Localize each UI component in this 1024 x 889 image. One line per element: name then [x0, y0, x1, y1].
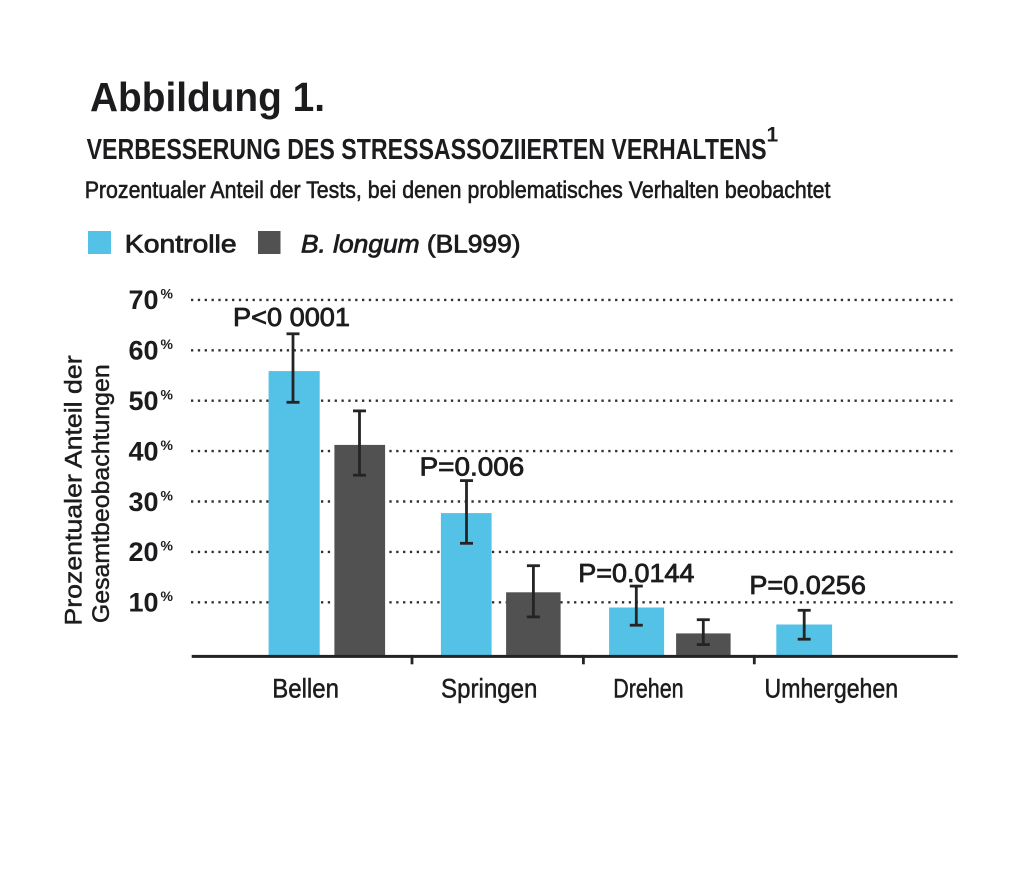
svg-text:Springen: Springen	[441, 673, 537, 703]
svg-text:Drehen: Drehen	[613, 673, 683, 703]
svg-text:60: 60	[128, 336, 158, 366]
svg-text:P=0.0144: P=0.0144	[578, 558, 694, 588]
svg-text:Umhergehen: Umhergehen	[765, 673, 899, 703]
svg-text:%: %	[161, 336, 174, 352]
svg-text:P=0.0256: P=0.0256	[749, 570, 866, 600]
svg-text:Prozentualer Anteil der: Prozentualer Anteil der	[60, 355, 87, 625]
svg-text:P=0.006: P=0.006	[420, 451, 525, 481]
svg-text:50: 50	[128, 386, 158, 416]
svg-text:Bellen: Bellen	[272, 673, 339, 703]
svg-text:30: 30	[128, 487, 158, 517]
svg-text:%: %	[161, 538, 174, 554]
svg-text:10: 10	[128, 588, 158, 618]
svg-text:%: %	[161, 286, 174, 302]
svg-text:B. longum (BL999): B. longum (BL999)	[301, 231, 521, 259]
svg-text:Kontrolle: Kontrolle	[125, 231, 237, 259]
svg-text:40: 40	[128, 436, 158, 466]
svg-text:Prozentualer Anteil der Tests,: Prozentualer Anteil der Tests, bei denen…	[85, 177, 831, 204]
svg-text:Gesamtbeobachtungen: Gesamtbeobachtungen	[88, 364, 115, 623]
svg-text:1: 1	[767, 123, 779, 146]
svg-text:Abbildung 1.: Abbildung 1.	[90, 74, 325, 120]
svg-text:70: 70	[128, 285, 158, 315]
svg-text:VERBESSERUNG DES STRESSASSOZII: VERBESSERUNG DES STRESSASSOZIIERTEN VERH…	[87, 134, 767, 166]
svg-text:P<0 0001: P<0 0001	[233, 302, 350, 332]
svg-text:%: %	[161, 437, 174, 453]
svg-text:%: %	[161, 588, 174, 604]
svg-text:20: 20	[128, 537, 158, 567]
svg-text:%: %	[161, 487, 174, 503]
svg-text:%: %	[161, 387, 174, 403]
